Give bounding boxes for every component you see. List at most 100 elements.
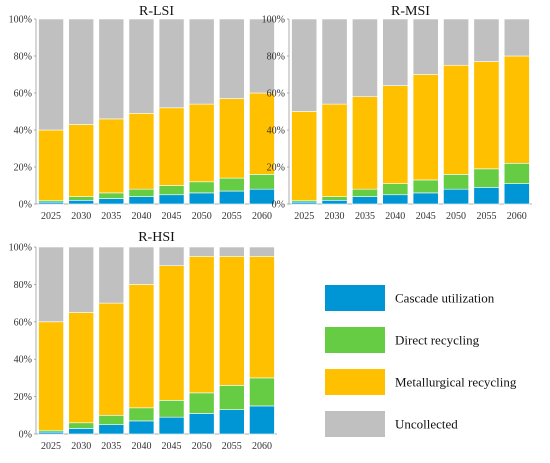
legend-label-cascade: Cascade utilization xyxy=(395,291,495,306)
bar-segment-cascade xyxy=(473,187,500,205)
bar-segment-cascade xyxy=(158,416,185,435)
x-tick-label: 2035 xyxy=(101,441,121,452)
bar-segment-metallurgical xyxy=(382,85,409,184)
bar-segment-direct xyxy=(158,185,185,196)
bar-segment-direct xyxy=(98,192,125,199)
bar-segment-uncollected xyxy=(412,18,439,75)
x-tick-label: 2060 xyxy=(252,441,272,452)
bar-segment-cascade xyxy=(98,198,125,205)
bar-segment-cascade xyxy=(249,405,275,435)
bar-segment-metallurgical xyxy=(249,92,275,175)
y-tick-label: 40% xyxy=(14,355,32,366)
bar-segment-uncollected xyxy=(219,246,245,257)
bar-segment-cascade xyxy=(352,196,378,205)
bar-segment-cascade xyxy=(382,194,409,205)
bar-segment-metallurgical xyxy=(98,118,125,194)
bar-segment-uncollected xyxy=(158,18,185,109)
bar-segment-cascade xyxy=(158,194,185,205)
x-tick-label: 2025 xyxy=(41,441,61,452)
y-tick-label: 0% xyxy=(19,200,32,211)
x-tick-label: 2050 xyxy=(446,211,466,222)
bar-segment-direct xyxy=(98,414,125,425)
bar-segment-cascade xyxy=(98,424,125,435)
chart-panel-r-hsi: R-HSI 0% 20% 40% 60% 80% 100% 2025 2030 2035 2040 2… xyxy=(9,230,277,452)
bar-segment-uncollected xyxy=(128,246,155,285)
bar-segment-direct xyxy=(158,400,185,418)
bar-segment-direct xyxy=(503,163,530,184)
bar-segment-metallurgical xyxy=(38,321,64,431)
bar-segment-uncollected xyxy=(219,18,245,99)
bar-segment-uncollected xyxy=(249,246,275,257)
bar-segment-direct xyxy=(68,422,94,429)
x-tick-label: 2050 xyxy=(192,441,212,452)
bar-segment-metallurgical xyxy=(291,111,318,201)
y-tick-label: 40% xyxy=(267,126,285,137)
bar-segment-direct xyxy=(219,177,245,192)
y-tick-label: 0% xyxy=(19,430,32,441)
y-tick-label: 100% xyxy=(9,243,32,254)
bar-segment-metallurgical xyxy=(219,256,245,386)
bar-segment-direct xyxy=(219,385,245,410)
bar-segment-uncollected xyxy=(473,18,500,62)
bar-segment-metallurgical xyxy=(38,129,64,201)
y-tick-label: 80% xyxy=(14,52,32,63)
bar-segment-uncollected xyxy=(188,246,215,257)
bar-segment-direct xyxy=(382,183,409,196)
y-tick-label: 20% xyxy=(267,163,285,174)
bar-segment-direct xyxy=(412,179,439,194)
chart-title: R-HSI xyxy=(138,230,175,245)
legend: Cascade utilization Direct recycling Metal… xyxy=(325,285,517,437)
bar-segment-uncollected xyxy=(158,246,185,267)
bar-segment-uncollected xyxy=(68,246,94,313)
bar-segment-metallurgical xyxy=(188,103,215,183)
bar-segment-direct xyxy=(128,188,155,197)
bar-segment-metallurgical xyxy=(249,256,275,379)
chart-panel-r-lsi: R-LSI 0% 20% 40% 60% 80% 100% 2025 2030 2035 2040 2… xyxy=(9,4,277,222)
bar-segment-metallurgical xyxy=(321,103,348,197)
x-tick-label: 2025 xyxy=(294,211,314,222)
x-tick-label: 2035 xyxy=(101,211,121,222)
bar-segment-cascade xyxy=(219,409,245,435)
legend-swatch-direct xyxy=(325,327,385,353)
bar-segment-direct xyxy=(321,196,348,201)
x-tick-label: 2055 xyxy=(476,211,496,222)
x-tick-label: 2030 xyxy=(71,211,91,222)
bar-segment-cascade xyxy=(68,428,94,435)
bar-segment-cascade xyxy=(188,192,215,205)
x-tick-label: 2060 xyxy=(507,211,527,222)
bar-segment-uncollected xyxy=(503,18,530,57)
x-tick-label: 2050 xyxy=(192,211,212,222)
y-tick-label: 40% xyxy=(14,126,32,137)
y-tick-label: 20% xyxy=(14,163,32,174)
x-tick-label: 2045 xyxy=(162,441,182,452)
bar-segment-uncollected xyxy=(68,18,94,125)
bar-segment-metallurgical xyxy=(352,96,378,190)
bar-segment-metallurgical xyxy=(412,74,439,181)
legend-label-direct: Direct recycling xyxy=(395,333,480,348)
y-tick-label: 80% xyxy=(14,280,32,291)
bar-segment-metallurgical xyxy=(219,98,245,179)
bar-segment-uncollected xyxy=(291,18,318,112)
bar-segment-uncollected xyxy=(249,18,275,94)
x-tick-label: 2030 xyxy=(325,211,345,222)
x-tick-label: 2055 xyxy=(222,441,242,452)
bar-segment-direct xyxy=(128,407,155,422)
legend-swatch-uncollected xyxy=(325,411,385,437)
legend-label-uncollected: Uncollected xyxy=(395,417,458,432)
bar-segment-uncollected xyxy=(98,246,125,304)
bar-segment-uncollected xyxy=(443,18,469,66)
bar-segment-direct xyxy=(249,174,275,190)
bar-segment-cascade xyxy=(321,200,348,205)
bar-segment-uncollected xyxy=(38,246,64,323)
bar-segment-cascade xyxy=(412,192,439,205)
bar-segment-direct xyxy=(188,392,215,414)
bar-segment-uncollected xyxy=(321,18,348,105)
y-tick-label: 0% xyxy=(272,200,285,211)
x-tick-label: 2055 xyxy=(222,211,242,222)
bar-segment-cascade xyxy=(68,200,94,205)
bar-segment-metallurgical xyxy=(128,284,155,409)
x-tick-label: 2035 xyxy=(355,211,375,222)
y-tick-label: 20% xyxy=(14,392,32,403)
